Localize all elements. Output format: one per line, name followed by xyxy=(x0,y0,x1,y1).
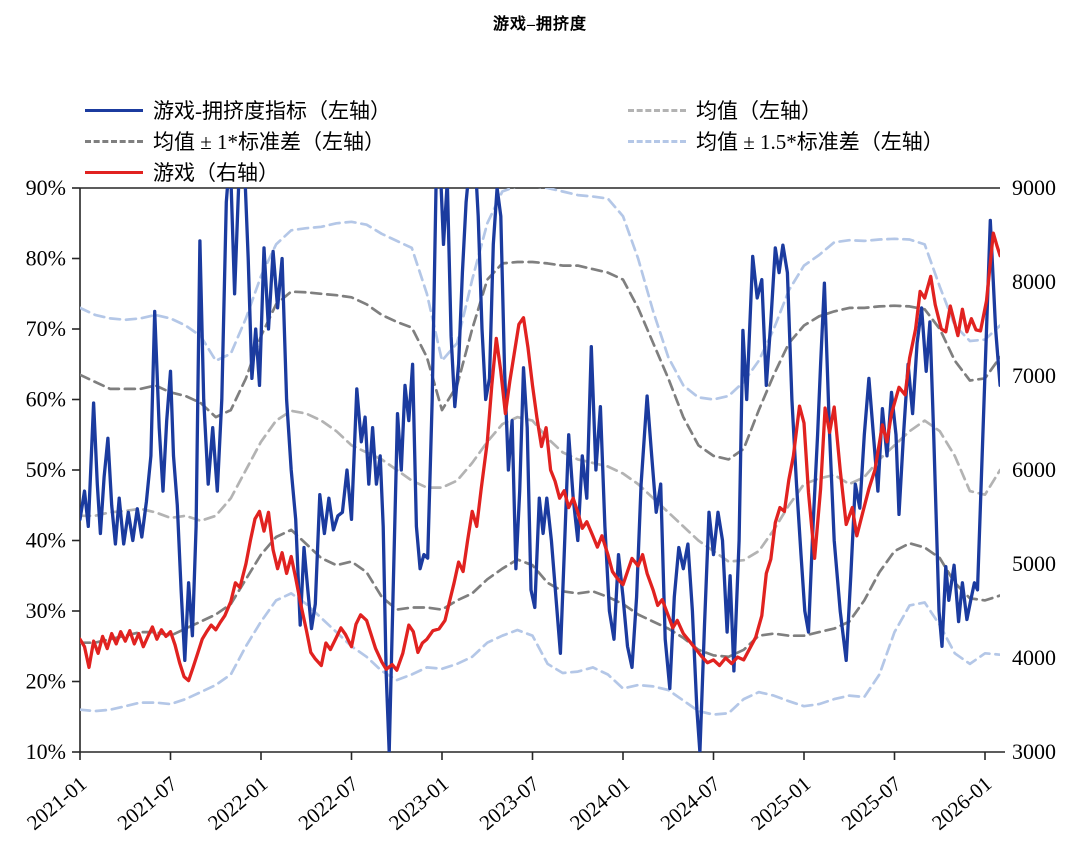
right-axis-tick-label: 5000 xyxy=(1012,551,1056,576)
left-axis-tick-label: 30% xyxy=(26,598,66,623)
left-axis-tick-label: 90% xyxy=(26,175,66,200)
x-axis-tick-label: 2022-01 xyxy=(203,771,272,834)
series-line-2-upper xyxy=(80,260,1000,461)
x-axis-tick-label: 2025-01 xyxy=(746,771,815,834)
series-line-2-lower xyxy=(80,528,1000,659)
legend-item-mean-1p5std: 均值 ± 1.5*标准差（左轴） xyxy=(628,127,944,155)
series-line-4 xyxy=(80,231,1000,683)
legend-label-mean: 均值（左轴） xyxy=(696,99,822,123)
x-axis-tick-label: 2026-01 xyxy=(927,771,996,834)
series-line-0 xyxy=(80,188,1000,752)
x-axis-tick-label: 2023-07 xyxy=(475,771,544,834)
x-axis-tick-label: 2022-07 xyxy=(294,771,363,834)
right-axis-tick-label: 3000 xyxy=(1012,739,1056,764)
right-axis-tick-label: 7000 xyxy=(1012,363,1056,388)
right-axis-tick-label: 8000 xyxy=(1012,269,1056,294)
series-line-3-lower xyxy=(80,592,1000,716)
x-axis-tick-label: 2024-01 xyxy=(565,771,634,834)
legend-marker-mean-1std xyxy=(85,139,143,143)
legend-label-mean-1p5std: 均值 ± 1.5*标准差（左轴） xyxy=(696,130,944,154)
legend-marker-mean-1p5std xyxy=(628,139,686,143)
legend-marker-mean xyxy=(628,108,686,112)
legend-marker-game-index xyxy=(85,170,143,174)
legend-label-mean-1std: 均值 ± 1*标准差（左轴） xyxy=(153,130,386,154)
x-axis-tick-label: 2025-07 xyxy=(837,771,906,834)
x-axis-tick-label: 2021-01 xyxy=(22,771,91,834)
left-axis-tick-label: 10% xyxy=(26,739,66,764)
series-line-3-upper xyxy=(80,188,1000,401)
right-axis-tick-label: 6000 xyxy=(1012,457,1056,482)
left-axis-tick-label: 40% xyxy=(26,528,66,553)
left-axis-tick-label: 20% xyxy=(26,669,66,694)
series-group xyxy=(80,188,1000,752)
left-axis-tick-label: 50% xyxy=(26,457,66,482)
legend-label-crowding-indicator: 游戏-拥挤度指标（左轴） xyxy=(153,99,391,123)
legend-label-game-index: 游戏（右轴） xyxy=(153,161,279,185)
legend-marker-crowding-indicator xyxy=(85,108,143,112)
x-axis-tick-label: 2024-07 xyxy=(656,771,725,834)
left-axis-tick-label: 70% xyxy=(26,316,66,341)
right-axis-tick-label: 9000 xyxy=(1012,175,1056,200)
right-axis-tick-label: 4000 xyxy=(1012,645,1056,670)
legend-item-mean-1std: 均值 ± 1*标准差（左轴） xyxy=(85,127,385,155)
x-axis-tick-label: 2021-07 xyxy=(113,771,182,834)
chart-title: 游戏–拥挤度 xyxy=(492,16,587,33)
legend-item-game-index: 游戏（右轴） xyxy=(85,158,279,186)
x-axis-tick-label: 2023-01 xyxy=(384,771,453,834)
left-axis-tick-label: 80% xyxy=(26,246,66,271)
left-axis-tick-label: 60% xyxy=(26,387,66,412)
legend-item-mean: 均值（左轴） xyxy=(628,96,822,124)
legend-item-crowding-indicator: 游戏-拥挤度指标（左轴） xyxy=(85,96,391,124)
